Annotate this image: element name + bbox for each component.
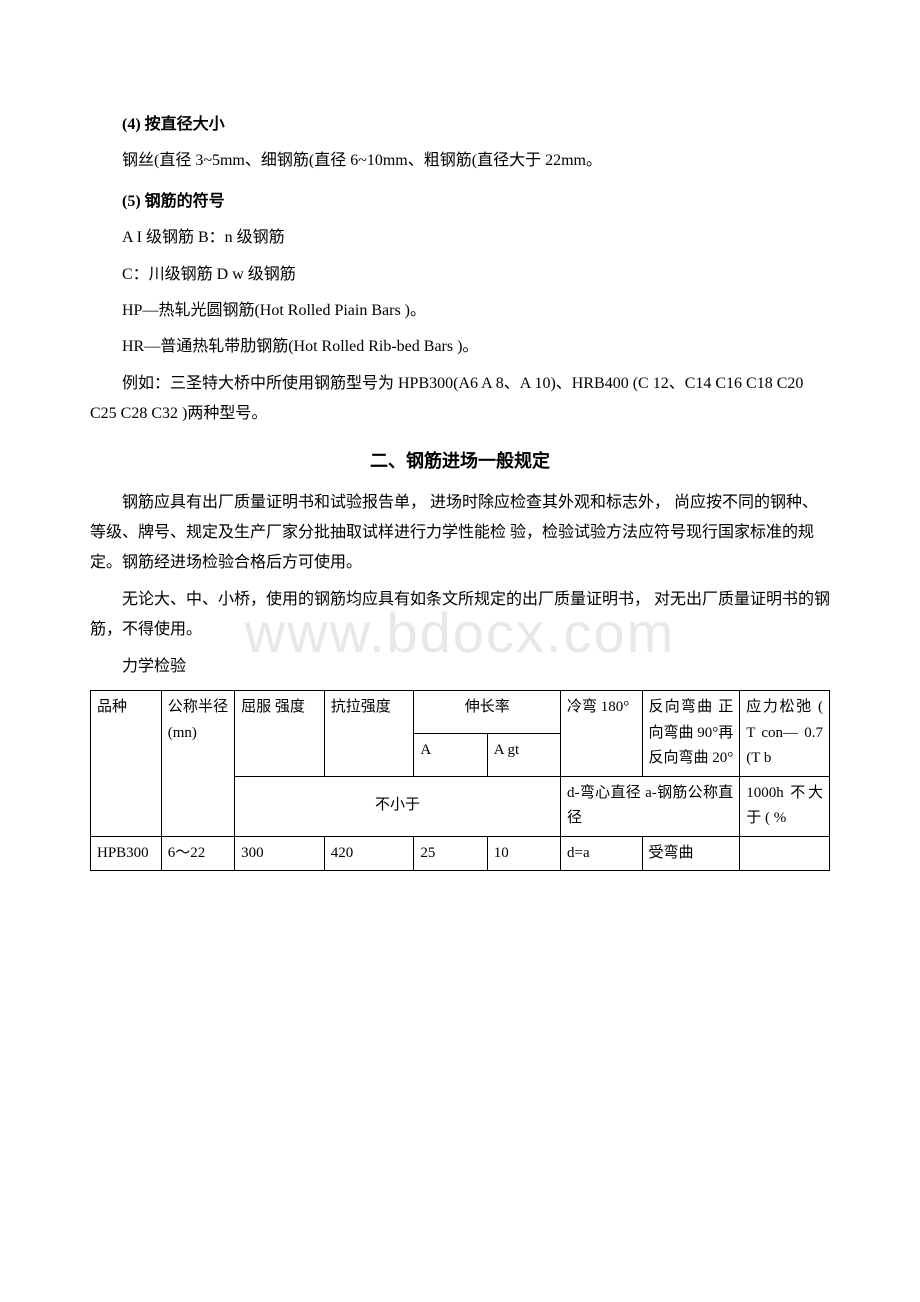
section2-para3: 力学检验 [90,652,830,682]
td-6-22: 6～22 [161,836,234,871]
sec5-line3: HP—热轧光圆钢筋(Hot Rolled Piain Bars )。 [90,296,830,326]
sec5-line4: HR—普通热轧带肋钢筋(Hot Rolled Rib-bed Bars )。 [90,332,830,362]
td-notless: 不小于 [235,776,561,836]
th-agt: A gt [487,733,560,776]
sec5-line1: A I 级钢筋 B：n 级钢筋 [90,223,830,253]
td-da: d=a [561,836,642,871]
section2-title: 二、钢筋进场一般规定 [90,444,830,478]
th-variety: 品种 [91,691,162,837]
td-420: 420 [324,836,414,871]
td-1000h: 1000h 不大于 ( % [740,776,830,836]
section2-para1: 钢筋应具有出厂质量证明书和试验报告单， 进场时除应检查其外观和标志外， 尚应按不… [90,488,830,579]
th-tensile: 抗拉强度 [324,691,414,777]
sec5-line2: C：川级钢筋 D w 级钢筋 [90,260,830,290]
section2-para2: 无论大、中、小桥，使用的钢筋均应具有如条文所规定的出厂质量证明书， 对无出厂质量… [90,585,830,646]
document-content: (4) 按直径大小 钢丝(直径 3~5mm、细钢筋(直径 6~10mm、粗钢筋(… [90,110,830,871]
sec4-text: 钢丝(直径 3~5mm、细钢筋(直径 6~10mm、粗钢筋(直径大于 22mm。 [90,146,830,176]
td-300: 300 [235,836,325,871]
table-row: 品种 公称半径(mn) 屈服 强度 抗拉强度 伸长率 冷弯 180° 反向弯曲 … [91,691,830,734]
td-10: 10 [487,836,560,871]
sec5-title: (5) 钢筋的符号 [90,187,830,217]
th-radius: 公称半径(mn) [161,691,234,837]
td-empty [740,836,830,871]
td-hpb300: HPB300 [91,836,162,871]
sec5-line5: 例如：三圣特大桥中所使用钢筋型号为 HPB300(A6 A 8、A 10)、HR… [90,369,830,430]
th-elongation: 伸长率 [414,691,561,734]
td-bend-note: d-弯心直径 a-钢筋公称直径 [561,776,740,836]
th-yield: 屈服 强度 [235,691,325,777]
sec4-title: (4) 按直径大小 [90,110,830,140]
td-25: 25 [414,836,487,871]
table-row: HPB300 6～22 300 420 25 10 d=a 受弯曲 [91,836,830,871]
td-bend: 受弯曲 [642,836,740,871]
th-reverse: 反向弯曲 正向弯曲 90°再反向弯曲 20° [642,691,740,777]
th-relax: 应力松弛 ( T con— 0.7 (T b [740,691,830,777]
th-coldbend: 冷弯 180° [561,691,642,777]
th-a: A [414,733,487,776]
mechanics-table: 品种 公称半径(mn) 屈服 强度 抗拉强度 伸长率 冷弯 180° 反向弯曲 … [90,690,830,871]
